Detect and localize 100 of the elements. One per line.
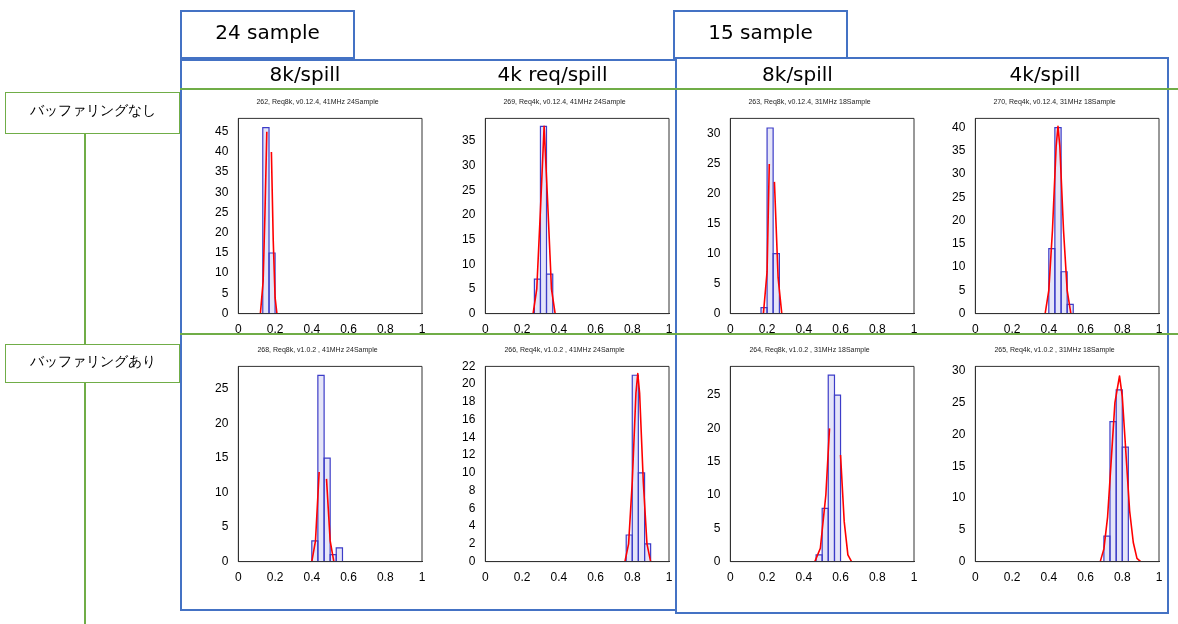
x-tick-label: 0.4	[1040, 570, 1058, 585]
y-tick-label: 45	[214, 124, 229, 139]
y-tick-label: 0	[958, 553, 966, 568]
x-tick-label: 0.8	[376, 570, 394, 585]
x-tick-label: 1	[418, 570, 426, 585]
y-tick-label: 0	[713, 553, 721, 568]
x-tick-label: 0	[235, 570, 242, 585]
y-tick-label: 10	[214, 484, 229, 499]
text: 15 sample	[707, 20, 814, 44]
y-tick-label: 35	[214, 164, 229, 179]
y-tick-label: 20	[461, 207, 476, 222]
y-tick-label: 40	[214, 144, 229, 159]
x-tick-label: 0.8	[1113, 322, 1131, 337]
y-tick-label: 30	[951, 166, 966, 181]
x-tick-label: 0.4	[795, 322, 813, 337]
x-tick-label: 0	[972, 322, 979, 337]
y-tick-label: 10	[951, 259, 966, 274]
x-tick-label: 0.8	[868, 322, 886, 337]
text: 4k req/spill	[496, 62, 609, 86]
x-tick-label: 0.6	[340, 570, 358, 585]
y-tick-label: 5	[713, 275, 721, 290]
text: バッファリングなし	[28, 102, 157, 120]
y-tick-label: 20	[951, 212, 966, 227]
x-tick-label: 1	[665, 570, 673, 585]
y-tick-label: 15	[214, 245, 229, 260]
x-tick-label: 0.6	[832, 322, 850, 337]
y-tick-label: 20	[461, 376, 476, 391]
x-tick-label: 1	[665, 322, 673, 337]
y-tick-label: 5	[221, 285, 229, 300]
x-tick-label: 0.4	[550, 570, 568, 585]
x-tick-label: 0	[235, 322, 242, 337]
x-tick-label: 0.8	[376, 322, 394, 337]
text: 4k/spill	[1008, 62, 1082, 86]
x-tick-label: 0	[727, 570, 734, 585]
y-tick-label: 5	[713, 520, 721, 535]
y-tick-label: 20	[214, 225, 229, 240]
y-tick-label: 20	[214, 415, 229, 430]
y-tick-label: 30	[461, 158, 476, 173]
x-tick-label: 1	[910, 322, 918, 337]
y-tick-label: 25	[706, 156, 721, 171]
x-tick-label: 0.2	[513, 322, 531, 337]
x-tick-label: 0.2	[266, 322, 284, 337]
x-tick-label: 0.8	[623, 322, 641, 337]
y-tick-label: 15	[706, 453, 721, 468]
x-tick-label: 1	[910, 570, 918, 585]
x-tick-label: 0	[482, 322, 489, 337]
y-tick-label: 0	[958, 305, 966, 320]
y-tick-label: 0	[713, 305, 721, 320]
y-tick-label: 35	[951, 143, 966, 158]
y-tick-label: 4	[468, 518, 476, 533]
x-tick-label: 0.4	[550, 322, 568, 337]
y-tick-label: 0	[468, 305, 476, 320]
x-tick-label: 0.2	[1003, 322, 1021, 337]
text: 24 sample	[214, 20, 321, 44]
y-tick-label: 10	[706, 246, 721, 261]
y-tick-label: 8	[468, 482, 476, 497]
y-tick-label: 5	[221, 519, 229, 534]
y-tick-label: 18	[461, 394, 476, 409]
y-tick-label: 0	[221, 305, 229, 320]
y-tick-label: 25	[706, 387, 721, 402]
text: 8k/spill	[761, 62, 834, 86]
x-tick-label: 1	[1155, 322, 1163, 337]
x-tick-label: 0.2	[1003, 570, 1021, 585]
y-tick-label: 22	[461, 358, 476, 373]
x-tick-label: 0.6	[587, 322, 605, 337]
text: 8k/spill	[268, 62, 342, 86]
y-tick-label: 2	[468, 536, 476, 551]
x-tick-label: 0.2	[266, 570, 284, 585]
text: バッファリングあり	[28, 353, 157, 371]
y-tick-label: 15	[951, 458, 966, 473]
x-tick-label: 0.4	[1040, 322, 1058, 337]
y-tick-label: 5	[958, 522, 966, 537]
y-tick-label: 20	[706, 186, 721, 201]
x-tick-label: 0.2	[758, 570, 776, 585]
y-tick-label: 15	[214, 450, 229, 465]
y-tick-label: 5	[958, 282, 966, 297]
x-tick-label: 1	[418, 322, 426, 337]
y-tick-label: 20	[951, 426, 966, 441]
x-tick-label: 0.2	[758, 322, 776, 337]
x-tick-label: 0.6	[1077, 570, 1095, 585]
y-tick-label: 0	[221, 553, 229, 568]
y-tick-label: 6	[468, 500, 476, 515]
y-tick-label: 25	[951, 394, 966, 409]
y-tick-label: 15	[706, 216, 721, 231]
y-tick-label: 10	[461, 256, 476, 271]
y-tick-label: 10	[951, 490, 966, 505]
y-tick-label: 25	[214, 381, 229, 396]
x-tick-label: 0.4	[795, 570, 813, 585]
y-tick-label: 10	[706, 487, 721, 502]
y-tick-label: 35	[461, 133, 476, 148]
x-tick-label: 0.8	[1113, 570, 1131, 585]
x-tick-label: 0	[972, 570, 979, 585]
x-tick-label: 0.6	[832, 570, 850, 585]
x-tick-label: 0	[482, 570, 489, 585]
y-tick-label: 10	[461, 465, 476, 480]
x-tick-label: 0.6	[340, 322, 358, 337]
y-tick-label: 10	[214, 265, 229, 280]
y-tick-label: 25	[951, 189, 966, 204]
y-tick-label: 0	[468, 553, 476, 568]
y-tick-label: 30	[951, 363, 966, 378]
